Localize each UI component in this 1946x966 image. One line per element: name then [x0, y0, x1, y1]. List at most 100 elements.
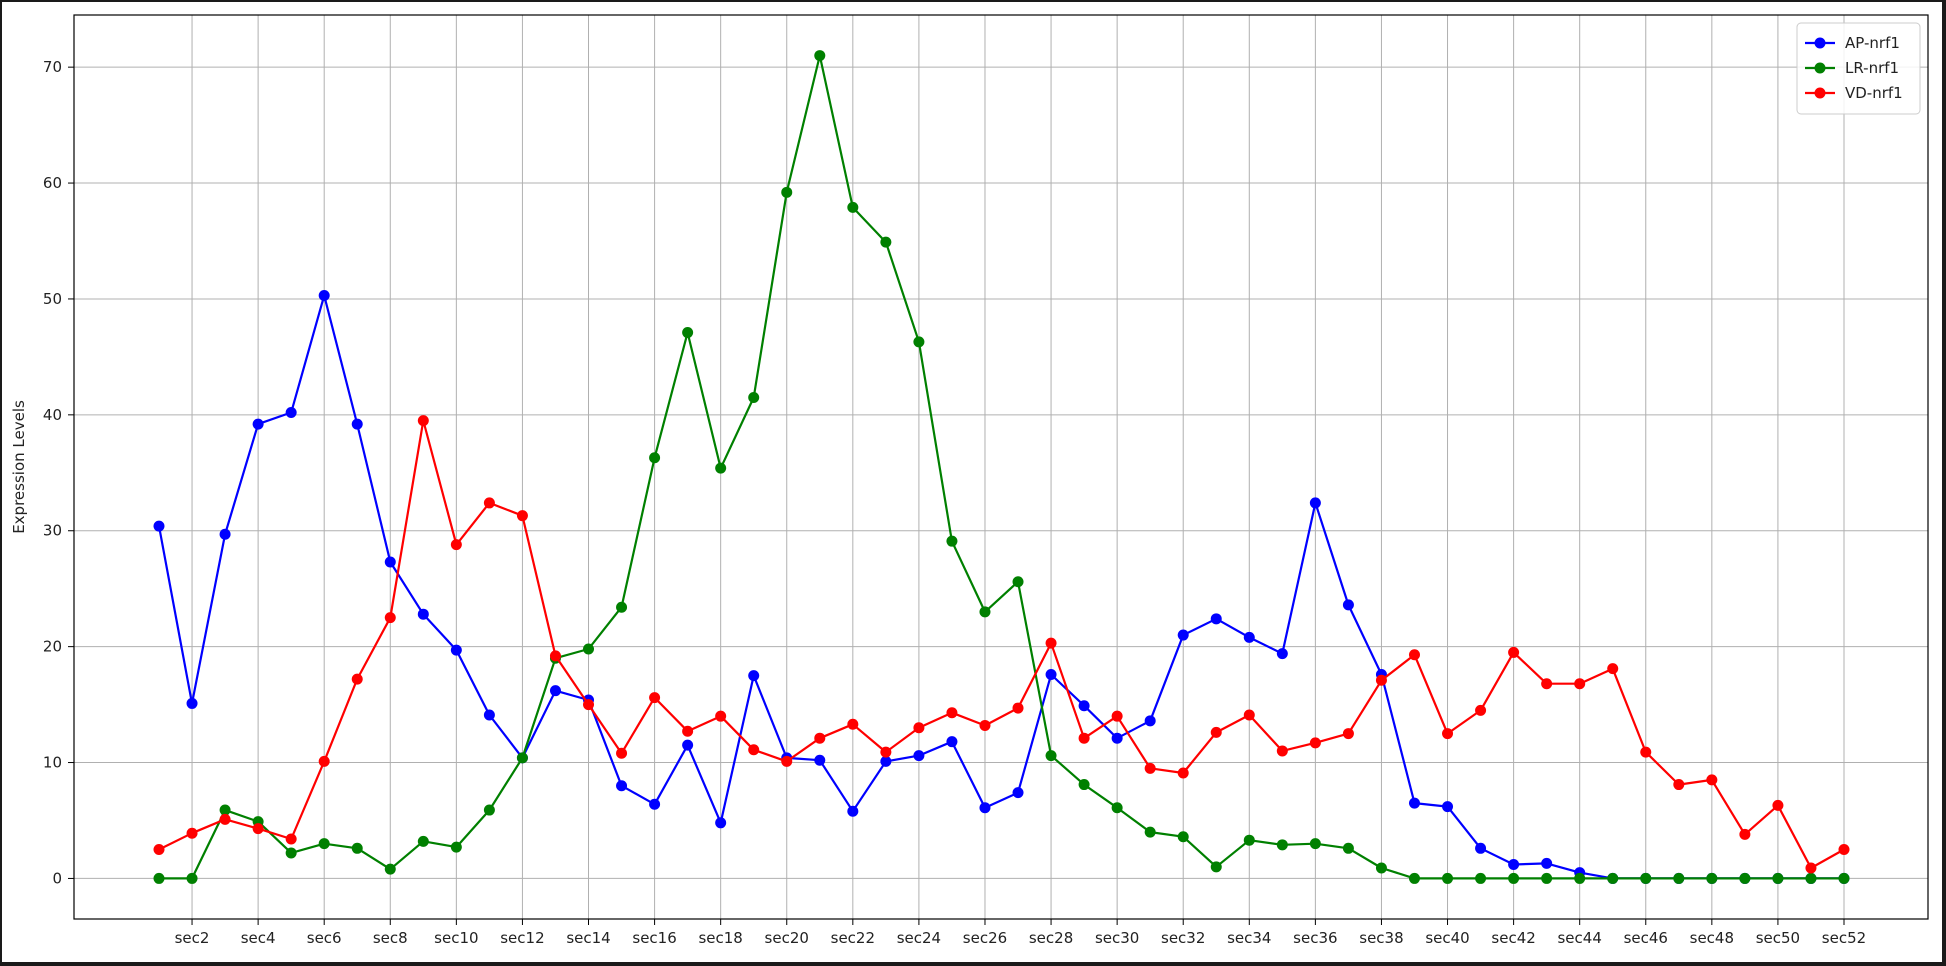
data-point: [583, 699, 595, 711]
data-point: [1111, 732, 1123, 744]
data-point: [219, 813, 231, 825]
y-tick-label: 20: [43, 638, 62, 656]
data-point: [748, 391, 760, 403]
data-point: [1309, 838, 1321, 850]
data-point: [186, 697, 198, 709]
y-tick-label: 70: [43, 58, 62, 76]
data-point: [483, 804, 495, 816]
data-point: [1574, 872, 1586, 884]
data-point: [417, 415, 429, 427]
data-point: [814, 754, 826, 766]
series-VD-nrf1: [153, 415, 1850, 874]
data-point: [153, 843, 165, 855]
legend-item: LR-nrf1: [1805, 59, 1899, 77]
x-tick-label: sec8: [373, 929, 408, 947]
plot-area: [73, 14, 1929, 920]
data-point: [153, 872, 165, 884]
data-point: [1475, 842, 1487, 854]
legend-item: AP-nrf1: [1805, 34, 1900, 52]
legend: AP-nrf1 LR-nrf1 VD-nrf1: [1796, 22, 1921, 115]
data-point: [682, 725, 694, 737]
data-point: [1243, 834, 1255, 846]
data-point: [1177, 629, 1189, 641]
data-point: [649, 692, 661, 704]
data-point: [384, 612, 396, 624]
x-tick-label: sec52: [1822, 929, 1866, 947]
x-tick-label: sec48: [1690, 929, 1734, 947]
data-point: [814, 732, 826, 744]
legend-box: [1796, 22, 1921, 115]
data-point: [483, 709, 495, 721]
data-point: [1541, 872, 1553, 884]
data-point: [1375, 862, 1387, 874]
legend-label: LR-nrf1: [1845, 59, 1899, 77]
data-point: [1739, 872, 1751, 884]
data-point: [1508, 859, 1520, 871]
data-point: [1408, 872, 1420, 884]
data-point: [946, 707, 958, 719]
y-tick-label: 0: [52, 869, 62, 887]
data-point: [946, 535, 958, 547]
data-point: [649, 452, 661, 464]
data-point: [1442, 728, 1454, 740]
data-point: [880, 746, 892, 758]
data-point: [913, 336, 925, 348]
data-point: [483, 497, 495, 509]
legend-swatch-marker: [1814, 87, 1826, 99]
data-point: [781, 186, 793, 198]
data-point: [1607, 663, 1619, 675]
data-point: [1276, 648, 1288, 660]
data-point: [1243, 631, 1255, 643]
data-point: [682, 327, 694, 339]
x-tick-label: sec36: [1293, 929, 1337, 947]
data-point: [549, 685, 561, 697]
data-point: [1243, 709, 1255, 721]
data-point: [847, 201, 859, 213]
data-point: [318, 289, 330, 301]
x-tick-label: sec2: [175, 929, 210, 947]
data-point: [1045, 637, 1057, 649]
data-point: [219, 528, 231, 540]
data-point: [847, 805, 859, 817]
data-point: [1012, 576, 1024, 588]
y-tick-label: 60: [43, 174, 62, 192]
data-point: [1342, 728, 1354, 740]
data-point: [1210, 861, 1222, 873]
data-point: [913, 750, 925, 762]
legend-item: VD-nrf1: [1805, 84, 1903, 102]
x-tick-label: sec34: [1227, 929, 1271, 947]
y-tick-label: 50: [43, 290, 62, 308]
data-point: [880, 755, 892, 767]
data-point: [186, 872, 198, 884]
data-point: [1508, 872, 1520, 884]
data-point: [781, 755, 793, 767]
data-point: [1111, 710, 1123, 722]
data-point: [417, 835, 429, 847]
data-point: [1805, 862, 1817, 874]
data-point: [715, 817, 727, 829]
data-point: [1078, 779, 1090, 791]
series-LR-nrf1: [153, 50, 1850, 884]
data-point: [1078, 700, 1090, 712]
data-point: [351, 673, 363, 685]
data-point: [616, 601, 628, 613]
axes-ticks: sec2 sec4 sec6 sec8 sec10 sec12 sec14 sec16 sec1…: [43, 58, 1866, 947]
data-point: [1177, 767, 1189, 779]
data-point: [1838, 843, 1850, 855]
data-point: [285, 833, 297, 845]
legend-swatch-marker: [1814, 37, 1826, 49]
data-point: [1045, 668, 1057, 680]
series-AP-nrf1: [153, 289, 1850, 884]
data-point: [616, 780, 628, 792]
data-point: [1210, 726, 1222, 738]
data-point: [979, 802, 991, 814]
x-tick-label: sec50: [1756, 929, 1800, 947]
x-tick-label: sec12: [500, 929, 544, 947]
data-point: [285, 847, 297, 859]
legend-swatch-marker: [1814, 62, 1826, 74]
data-point: [384, 556, 396, 568]
data-point: [1144, 826, 1156, 838]
x-tick-label: sec10: [434, 929, 478, 947]
data-point: [285, 407, 297, 419]
